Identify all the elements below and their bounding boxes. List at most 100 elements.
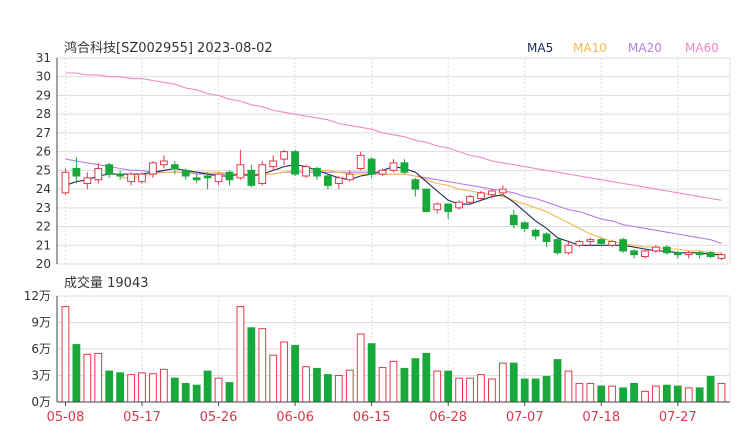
- candle: [520, 220, 529, 233]
- price-tick-label: 30: [36, 70, 51, 84]
- volume-bar: [378, 367, 387, 403]
- candle: [94, 162, 103, 184]
- candle: [575, 239, 584, 248]
- x-tick-label: 05-17: [123, 410, 161, 425]
- volume-bar: [203, 370, 212, 403]
- volume-bar: [127, 374, 135, 403]
- candle-body: [400, 162, 409, 173]
- candle: [247, 164, 256, 188]
- legend-ma10: MA10: [573, 41, 607, 55]
- candle-body: [520, 222, 529, 229]
- candle-body: [652, 246, 660, 252]
- candle: [597, 237, 606, 246]
- price-tick-label: 27: [36, 126, 51, 140]
- chart-title: 鸿合科技[SZ002955] 2023-08-02: [64, 40, 273, 56]
- volume-bar: [553, 359, 562, 403]
- candle: [203, 172, 212, 190]
- candle: [127, 172, 135, 186]
- candle-body: [138, 173, 146, 183]
- price-tick-label: 21: [36, 238, 51, 252]
- candle: [334, 175, 343, 190]
- volume-bar: [422, 352, 431, 403]
- volume-bar: [673, 385, 682, 403]
- price-tick-label: 26: [36, 145, 51, 159]
- candle-body: [302, 166, 310, 177]
- volume-bar: [247, 327, 256, 403]
- candle: [378, 168, 387, 176]
- candle-body: [695, 252, 704, 256]
- volume-bar: [236, 306, 245, 403]
- volume-panel: 0万 3万 6万 9万 12万: [24, 289, 731, 409]
- volume-bar: [520, 378, 529, 403]
- price-tick-label: 29: [36, 88, 51, 102]
- volume-bar: [389, 360, 398, 403]
- volume-bar: [597, 385, 606, 403]
- candle-body: [586, 239, 595, 243]
- candle-body: [641, 250, 649, 258]
- candle: [181, 168, 190, 180]
- x-axis: 05-08 05-17 05-26 06-06 06-15 06-28 07-07 07-18…: [47, 401, 730, 425]
- volume-bar: [367, 343, 376, 403]
- candle: [477, 190, 485, 201]
- candle: [684, 250, 693, 259]
- candle: [630, 249, 638, 259]
- volume-bar: [586, 382, 595, 403]
- price-tick-label: 22: [36, 220, 51, 234]
- volume-bar: [488, 378, 496, 403]
- candle: [641, 249, 649, 259]
- candle: [564, 241, 573, 255]
- candle-body: [192, 177, 201, 181]
- candle: [422, 188, 431, 213]
- candle: [345, 170, 354, 182]
- candle: [236, 149, 245, 180]
- candle-body: [422, 188, 431, 213]
- candle: [652, 245, 660, 253]
- volume-bar: [61, 306, 70, 403]
- x-tick-label: 07-07: [506, 410, 544, 425]
- volume-tick-label: 6万: [31, 342, 51, 356]
- candle: [356, 151, 365, 171]
- candle-body: [269, 160, 278, 168]
- volume-bar: [717, 382, 726, 403]
- candle-body: [367, 158, 376, 175]
- candle-body: [378, 169, 387, 175]
- candle: [717, 252, 726, 261]
- volume-bar: [280, 341, 289, 403]
- candle-body: [488, 190, 496, 196]
- price-tick-label: 20: [36, 257, 51, 271]
- volume-bar: [324, 374, 332, 403]
- volume-bar: [334, 375, 343, 403]
- volume-bar: [83, 353, 92, 403]
- candle-body: [542, 233, 551, 243]
- volume-bar: [455, 377, 463, 403]
- candle-body: [181, 169, 190, 177]
- candle-body: [159, 160, 168, 166]
- volume-bar: [608, 385, 617, 403]
- x-tick-label: 05-08: [47, 410, 85, 425]
- candle: [291, 149, 299, 176]
- volume-bar: [706, 375, 715, 403]
- candle-body: [717, 254, 726, 259]
- candle-body: [334, 177, 343, 184]
- candle-body: [236, 164, 245, 179]
- candle-body: [225, 171, 234, 181]
- candle-body: [94, 167, 103, 181]
- candle-body: [356, 154, 365, 169]
- x-tick-label: 07-18: [582, 410, 620, 425]
- candle-body: [608, 241, 617, 246]
- candle: [498, 185, 507, 195]
- candle-body: [477, 192, 485, 199]
- candle-body: [433, 203, 442, 211]
- candle-body: [61, 171, 70, 194]
- candle-body: [597, 239, 606, 244]
- volume-bar: [575, 382, 584, 403]
- x-tick-label: 06-15: [353, 410, 391, 425]
- candle-body: [127, 173, 135, 183]
- candle-body: [619, 239, 628, 252]
- candle: [192, 174, 201, 184]
- candle: [61, 168, 70, 195]
- candle: [269, 155, 278, 171]
- volume-bar: [400, 367, 409, 403]
- x-tick-label: 06-06: [276, 410, 314, 425]
